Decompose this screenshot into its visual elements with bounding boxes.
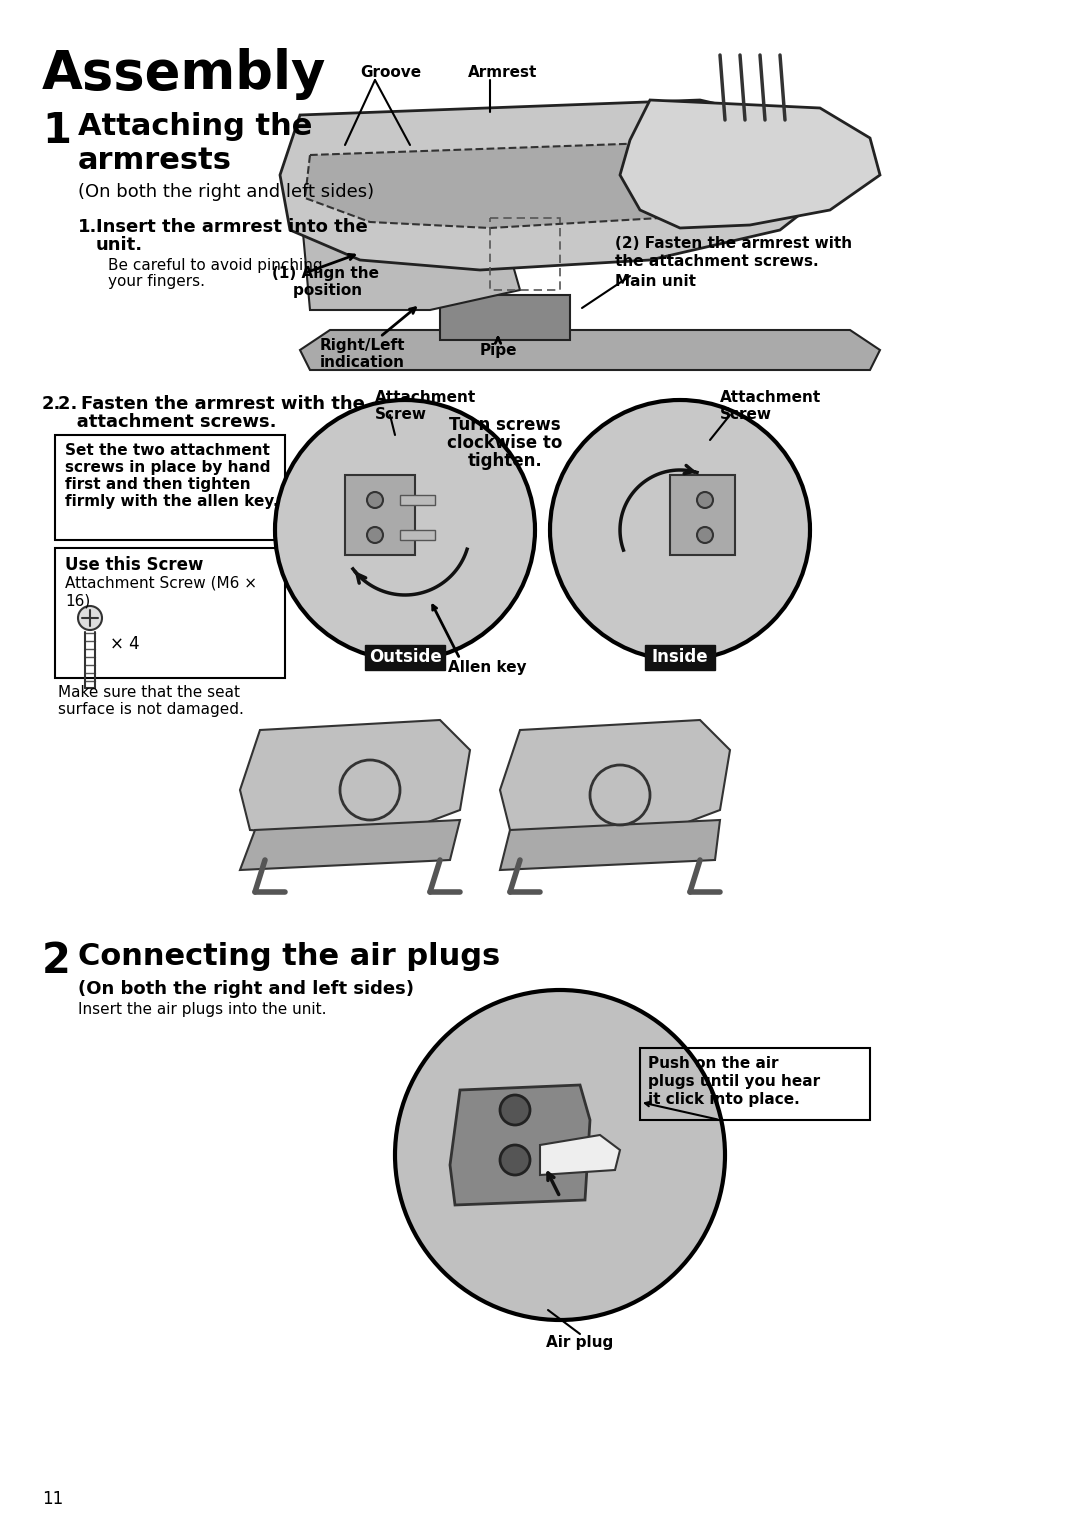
FancyBboxPatch shape [400, 495, 435, 505]
FancyBboxPatch shape [345, 475, 415, 554]
Text: Screw: Screw [720, 408, 772, 421]
Text: Attachment: Attachment [375, 389, 476, 405]
Circle shape [78, 606, 102, 631]
Text: Be careful to avoid pinching: Be careful to avoid pinching [108, 258, 323, 273]
Text: Attaching the: Attaching the [78, 111, 312, 140]
Text: 11: 11 [42, 1490, 64, 1509]
Text: 2.: 2. [42, 395, 62, 412]
Text: Attachment: Attachment [720, 389, 821, 405]
Circle shape [275, 400, 535, 660]
Text: position: position [272, 282, 362, 298]
Polygon shape [500, 721, 730, 840]
Polygon shape [240, 721, 470, 840]
Polygon shape [300, 330, 880, 370]
Text: your fingers.: your fingers. [108, 273, 205, 289]
Text: Attachment Screw (M6 ×: Attachment Screw (M6 × [65, 576, 257, 591]
Text: unit.: unit. [96, 237, 144, 253]
Text: screws in place by hand: screws in place by hand [65, 460, 270, 475]
Text: plugs until you hear: plugs until you hear [648, 1073, 820, 1089]
Text: 1: 1 [42, 110, 71, 153]
Polygon shape [500, 820, 720, 870]
Text: Pipe: Pipe [480, 344, 516, 357]
Text: (2) Fasten the armrest with: (2) Fasten the armrest with [615, 237, 852, 250]
Text: 1.: 1. [78, 218, 97, 237]
Text: Make sure that the seat: Make sure that the seat [58, 686, 240, 699]
Text: (1) Align the: (1) Align the [272, 266, 379, 281]
Circle shape [500, 1095, 530, 1125]
Circle shape [395, 989, 725, 1319]
FancyBboxPatch shape [645, 644, 715, 670]
Polygon shape [450, 1086, 590, 1205]
Text: Main unit: Main unit [615, 273, 696, 289]
Text: Connecting the air plugs: Connecting the air plugs [78, 942, 500, 971]
Text: Screw: Screw [375, 408, 427, 421]
Polygon shape [440, 295, 570, 341]
FancyBboxPatch shape [670, 475, 735, 554]
Circle shape [500, 1145, 530, 1174]
Text: firmly with the allen key.: firmly with the allen key. [65, 495, 279, 508]
Text: Right/Left: Right/Left [320, 337, 405, 353]
Polygon shape [300, 180, 519, 310]
FancyBboxPatch shape [365, 644, 445, 670]
Circle shape [697, 492, 713, 508]
Text: Turn screws: Turn screws [449, 415, 561, 434]
Polygon shape [240, 820, 460, 870]
Text: it click into place.: it click into place. [648, 1092, 800, 1107]
Text: first and then tighten: first and then tighten [65, 476, 251, 492]
Text: Insert the armrest into the: Insert the armrest into the [96, 218, 368, 237]
Text: tighten.: tighten. [468, 452, 542, 470]
Circle shape [367, 527, 383, 544]
Text: Groove: Groove [360, 66, 421, 79]
Text: × 4: × 4 [110, 635, 139, 654]
Text: Outside: Outside [368, 649, 442, 666]
Text: 2: 2 [42, 941, 71, 982]
Polygon shape [305, 142, 800, 228]
Polygon shape [280, 99, 850, 270]
Text: Set the two attachment: Set the two attachment [65, 443, 270, 458]
Text: the attachment screws.: the attachment screws. [615, 253, 819, 269]
Text: clockwise to: clockwise to [447, 434, 563, 452]
Text: Use this Screw: Use this Screw [65, 556, 203, 574]
Text: Insert the air plugs into the unit.: Insert the air plugs into the unit. [78, 1002, 326, 1017]
FancyBboxPatch shape [400, 530, 435, 541]
Text: Air plug: Air plug [546, 1335, 613, 1350]
Text: (On both the right and left sides): (On both the right and left sides) [78, 183, 374, 202]
Text: Armrest: Armrest [468, 66, 538, 79]
Text: Assembly: Assembly [42, 47, 326, 99]
Text: Allen key: Allen key [448, 660, 527, 675]
Text: attachment screws.: attachment screws. [58, 412, 276, 431]
Text: Inside: Inside [651, 649, 708, 666]
Text: indication: indication [320, 354, 405, 370]
Circle shape [367, 492, 383, 508]
Text: surface is not damaged.: surface is not damaged. [58, 702, 244, 718]
Circle shape [697, 527, 713, 544]
Text: 16): 16) [65, 594, 91, 609]
Text: (On both the right and left sides): (On both the right and left sides) [78, 980, 414, 999]
Circle shape [550, 400, 810, 660]
Text: Push on the air: Push on the air [648, 1057, 779, 1070]
Text: 2. Fasten the armrest with the: 2. Fasten the armrest with the [58, 395, 365, 412]
Polygon shape [620, 99, 880, 228]
Polygon shape [540, 1135, 620, 1174]
Text: armrests: armrests [78, 147, 232, 176]
